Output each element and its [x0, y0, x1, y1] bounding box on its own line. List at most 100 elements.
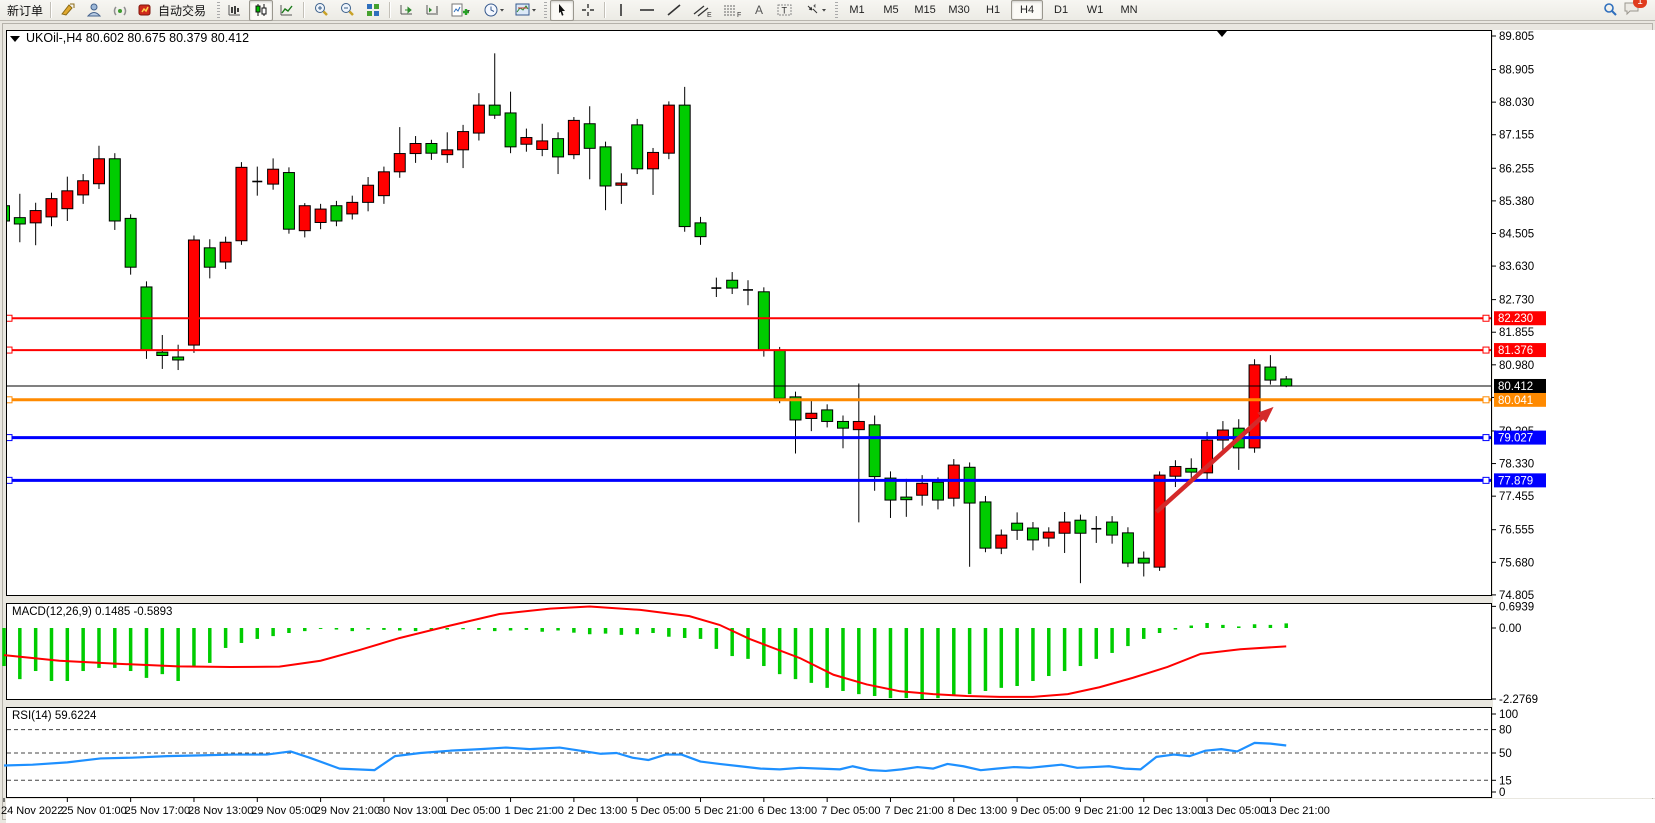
horizontal-lines[interactable]	[6, 314, 1492, 484]
vertical-line-icon[interactable]	[610, 0, 632, 21]
text-icon[interactable]: A	[748, 0, 770, 21]
candle-down	[900, 496, 913, 501]
bars-chart-icon[interactable]	[223, 0, 247, 21]
chat-notification-badge: 1	[1633, 0, 1647, 8]
rsi-label: RSI(14) 59.6224	[12, 710, 97, 722]
candle-up	[441, 149, 454, 156]
macd-signal-line	[3, 605, 1287, 698]
zoom-out-icon[interactable]	[335, 0, 359, 21]
chat-button[interactable]: 1	[1623, 0, 1647, 21]
collapse-arrow-icon[interactable]	[10, 36, 20, 42]
time-axis-label: 12 Dec 13:00	[1138, 805, 1203, 817]
svg-text:F: F	[737, 12, 741, 18]
tf-m1-button[interactable]: M1	[849, 4, 865, 16]
chart-window[interactable]: 89.805 88.905 88.030 87.155 86.255 85.380 84.5…	[0, 21, 1655, 823]
candle-down	[203, 247, 216, 268]
horizontal-line-icon[interactable]	[634, 0, 660, 21]
candle-down	[631, 124, 644, 170]
tile-windows-icon[interactable]	[361, 0, 385, 21]
line-handle[interactable]	[1482, 476, 1490, 484]
history-gold-icon[interactable]	[56, 0, 80, 21]
candle-down	[931, 481, 944, 501]
candle-down	[773, 349, 786, 399]
candle-down	[694, 222, 707, 238]
candles	[7, 53, 1293, 584]
search-icon[interactable]	[1598, 0, 1622, 21]
tf-m5-button[interactable]: M5	[883, 4, 899, 16]
zoom-in-icon[interactable]	[309, 0, 333, 21]
candle-up	[567, 119, 580, 156]
line-handle[interactable]	[6, 476, 13, 484]
cursor-icon[interactable]	[550, 0, 575, 21]
svg-text:83.630: 83.630	[1499, 261, 1534, 273]
tf-h4-button[interactable]: H4	[1011, 0, 1044, 20]
fibonacci-icon[interactable]: F	[718, 0, 746, 21]
candle-up	[472, 104, 485, 134]
line-handle[interactable]	[1482, 396, 1490, 404]
candles-chart-icon[interactable]	[249, 0, 274, 21]
tf-d1-button[interactable]: D1	[1054, 4, 1069, 16]
chart-template-button[interactable]	[511, 0, 541, 21]
line-handle[interactable]	[1482, 346, 1490, 354]
candle-down	[678, 104, 691, 228]
signals-icon[interactable]	[108, 0, 132, 21]
svg-text:82.730: 82.730	[1499, 295, 1534, 307]
text-label-icon[interactable]: T	[772, 0, 798, 21]
divider	[389, 2, 392, 18]
crosshair-icon[interactable]	[576, 0, 600, 21]
arrows-icon[interactable]	[800, 0, 832, 21]
tf-m15-button[interactable]: M15	[914, 4, 936, 16]
toolbar-grip	[544, 2, 548, 18]
candle-up	[314, 208, 327, 223]
rsi-axis-label: 0	[1499, 787, 1505, 799]
time-axis-label: 13 Dec 21:00	[1264, 805, 1329, 817]
line-handle[interactable]	[6, 314, 13, 322]
auto-scroll-icon[interactable]	[395, 0, 419, 21]
line-chart-icon[interactable]	[275, 0, 299, 21]
chart-shift-icon[interactable]	[421, 0, 445, 21]
line-handle[interactable]	[6, 396, 13, 404]
profile-icon[interactable]	[82, 0, 106, 21]
line-handle[interactable]	[6, 346, 13, 354]
tf-w1-button[interactable]: W1	[1086, 4, 1104, 16]
candle-down	[1121, 532, 1134, 564]
time-axis-label: 29 Nov 21:00	[315, 805, 380, 817]
trend-arrow-annotation[interactable]	[1154, 406, 1274, 514]
candle-down	[1185, 467, 1198, 473]
trend-line-icon[interactable]	[662, 0, 686, 21]
line-handle[interactable]	[6, 434, 13, 442]
tf-mn-button[interactable]: MN	[1120, 4, 1138, 16]
time-axis-label: 25 Nov 17:00	[125, 805, 190, 817]
time-axis-label: 25 Nov 01:00	[61, 805, 126, 817]
time-axis-label: 30 Nov 13:00	[378, 805, 443, 817]
candle-up	[1248, 364, 1261, 449]
svg-text:82.230: 82.230	[1498, 313, 1533, 325]
svg-text:79.027: 79.027	[1498, 433, 1533, 445]
candle-down	[552, 138, 565, 158]
add-indicator-button[interactable]	[447, 0, 477, 21]
toolbar-grip	[835, 2, 839, 18]
candle-down	[1011, 522, 1024, 531]
shift-marker	[1217, 31, 1227, 37]
auto-trading-button[interactable]: 自动交易	[134, 0, 214, 21]
price-badges: 82.230 81.376 80.041 79.027 77.879 80.412	[1494, 311, 1546, 488]
candle-down	[13, 217, 26, 225]
line-handle[interactable]	[1482, 314, 1490, 322]
svg-text:89.805: 89.805	[1499, 31, 1534, 43]
candle-down	[1264, 366, 1277, 381]
time-axis-area[interactable]	[6, 799, 1655, 823]
new-order-button[interactable]: 新订单	[7, 3, 44, 18]
candle-down	[836, 420, 849, 429]
price-axis-area[interactable]	[1493, 30, 1655, 798]
time-axis-label: 28 Nov 13:00	[188, 805, 253, 817]
auto-trading-label: 自动交易	[158, 3, 207, 18]
svg-text:T: T	[782, 6, 788, 16]
candle-up	[457, 131, 470, 151]
tf-h1-button[interactable]: H1	[986, 4, 1001, 16]
rsi-axis-label: 100	[1499, 709, 1518, 721]
chart-title: UKOil-,H4 80.602 80.675 80.379 80.412	[10, 31, 249, 45]
equidistant-channel-icon[interactable]: E	[688, 0, 716, 21]
period-clock-button[interactable]	[479, 0, 509, 21]
line-handle[interactable]	[1482, 434, 1490, 442]
tf-m30-button[interactable]: M30	[948, 4, 970, 16]
